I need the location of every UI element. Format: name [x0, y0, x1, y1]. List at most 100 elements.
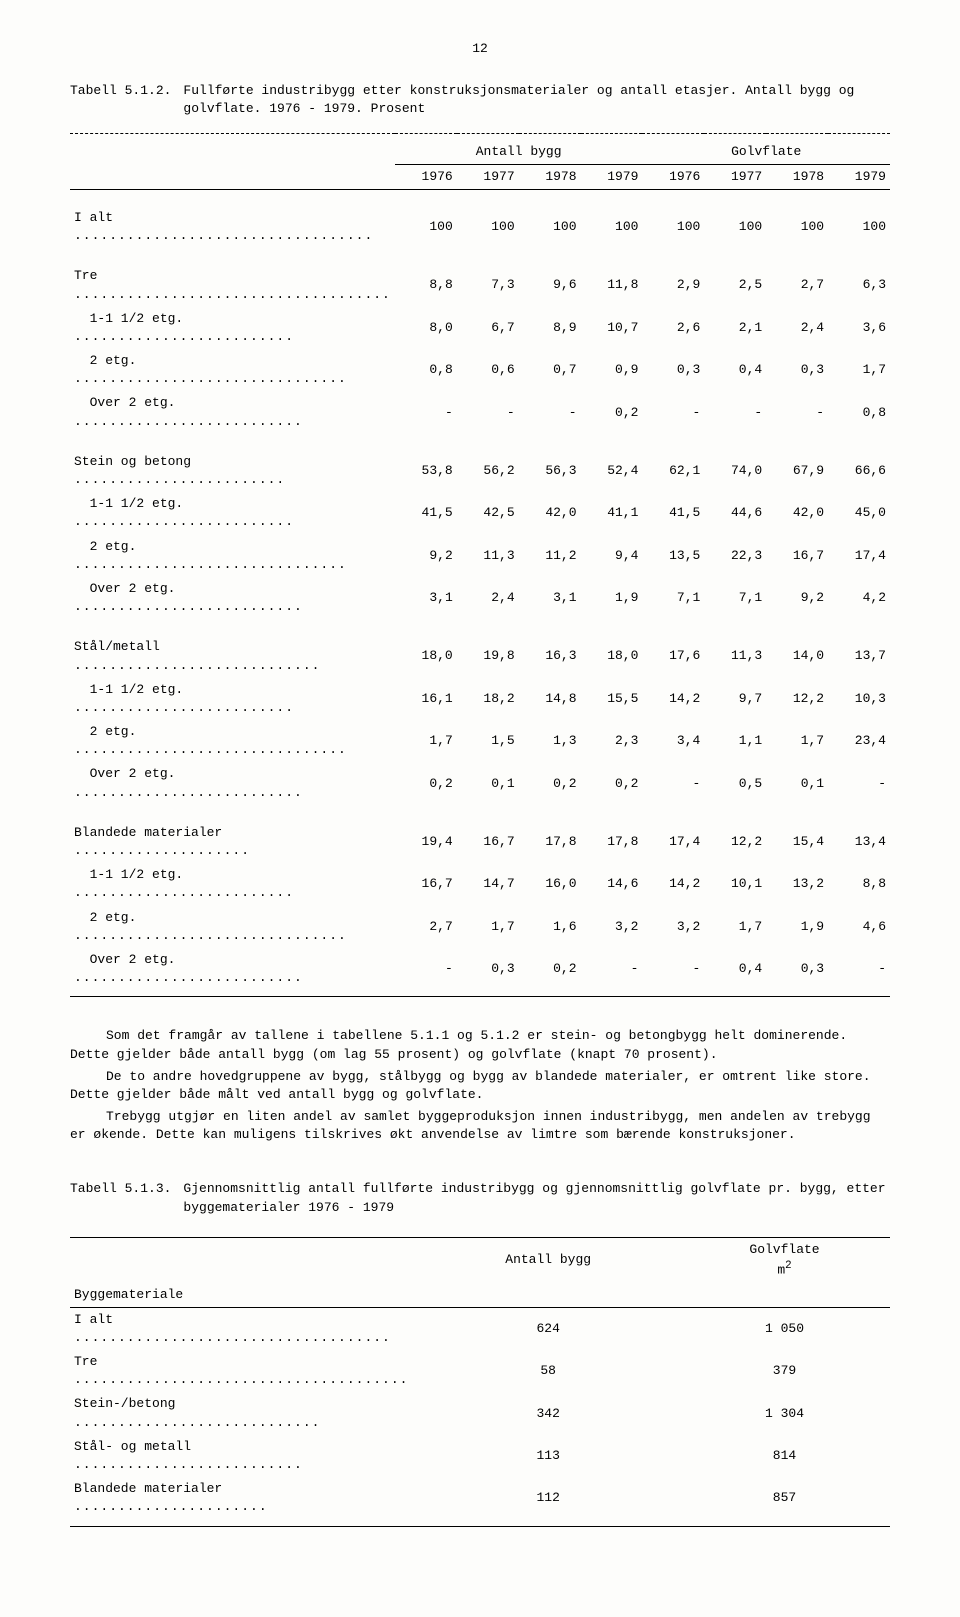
cell: - — [581, 948, 643, 990]
cell: 17,8 — [519, 821, 581, 863]
table-row: 1-1 1/2 etg. ......................... 16… — [70, 863, 890, 905]
row-label: Over 2 etg. .......................... — [70, 948, 395, 990]
cell: 45,0 — [828, 492, 890, 534]
row-label: 2 etg. ............................... — [70, 906, 395, 948]
cell: 1,6 — [519, 906, 581, 948]
cell: 16,7 — [766, 535, 828, 577]
cell: 74,0 — [704, 450, 766, 492]
row-label: Blandede materialer .................... — [70, 821, 395, 863]
cell: 9,7 — [704, 678, 766, 720]
cell: 113 — [417, 1435, 679, 1477]
cell: 42,5 — [457, 492, 519, 534]
cell: 9,6 — [519, 264, 581, 306]
col-header-golvflate: Golvflatem2 — [679, 1237, 890, 1282]
cell: 44,6 — [704, 492, 766, 534]
row-label: I alt .................................. — [70, 206, 395, 248]
table-row: 2 etg. ...............................2,… — [70, 906, 890, 948]
cell: 15,5 — [581, 678, 643, 720]
cell: 11,2 — [519, 535, 581, 577]
row-label: Stål/metall ............................ — [70, 635, 395, 677]
cell: 100 — [457, 206, 519, 248]
row-label: Stein-/betong ..........................… — [70, 1392, 417, 1434]
cell: 0,2 — [395, 762, 457, 804]
row-label: 2 etg. ............................... — [70, 535, 395, 577]
cell: 100 — [581, 206, 643, 248]
cell: 2,4 — [457, 577, 519, 619]
col-group-antall-bygg: Antall bygg — [395, 140, 643, 165]
cell: 23,4 — [828, 720, 890, 762]
year-header: 1976 — [642, 164, 704, 189]
cell: 16,0 — [519, 863, 581, 905]
cell: 1 304 — [679, 1392, 890, 1434]
table-row: Stål/metall ............................… — [70, 635, 890, 677]
cell: 3,1 — [519, 577, 581, 619]
cell: 3,2 — [642, 906, 704, 948]
cell: 1,7 — [828, 349, 890, 391]
row-label: Over 2 etg. .......................... — [70, 577, 395, 619]
table-row: Tre ....................................… — [70, 264, 890, 306]
cell: 2,1 — [704, 307, 766, 349]
table2-caption-text: Gjennomsnittlig antall fullførte industr… — [183, 1180, 890, 1216]
table-row: Over 2 etg. ..........................0,… — [70, 762, 890, 804]
year-header: 1978 — [519, 164, 581, 189]
table2: Antall byggGolvflatem2ByggematerialeI al… — [70, 1231, 890, 1527]
cell: 11,3 — [704, 635, 766, 677]
row-label: Blandede materialer ....................… — [70, 1477, 417, 1519]
table-row: Stein og betong ........................… — [70, 450, 890, 492]
cell: 1,7 — [766, 720, 828, 762]
cell: 6,3 — [828, 264, 890, 306]
cell: 7,1 — [704, 577, 766, 619]
cell: - — [395, 948, 457, 990]
row-label: 1-1 1/2 etg. ......................... — [70, 307, 395, 349]
cell: 100 — [395, 206, 457, 248]
row-label: I alt ..................................… — [70, 1307, 417, 1350]
cell: 14,2 — [642, 678, 704, 720]
cell: 16,7 — [457, 821, 519, 863]
table-row: 1-1 1/2 etg. .........................8,… — [70, 307, 890, 349]
table-row: 1-1 1/2 etg. .........................16… — [70, 678, 890, 720]
cell: 1,7 — [704, 906, 766, 948]
cell: 7,1 — [642, 577, 704, 619]
cell: 6,7 — [457, 307, 519, 349]
cell: 0,1 — [457, 762, 519, 804]
cell: 14,7 — [457, 863, 519, 905]
year-header: 1976 — [395, 164, 457, 189]
cell: 2,3 — [581, 720, 643, 762]
table-row: Stål- og metall ........................… — [70, 1435, 890, 1477]
cell: 0,8 — [395, 349, 457, 391]
cell: 9,4 — [581, 535, 643, 577]
paragraph: Som det framgår av tallene i tabellene 5… — [70, 1027, 890, 1063]
row-label: Over 2 etg. .......................... — [70, 391, 395, 433]
table1-caption: Tabell 5.1.2. Fullførte industribygg ett… — [70, 82, 890, 118]
cell: 62,1 — [642, 450, 704, 492]
cell: 16,1 — [395, 678, 457, 720]
col-group-golvflate: Golvflate — [642, 140, 890, 165]
row-label: 1-1 1/2 etg. ......................... — [70, 863, 395, 905]
cell: - — [642, 762, 704, 804]
table2-caption: Tabell 5.1.3. Gjennomsnittlig antall ful… — [70, 1180, 890, 1216]
cell: 42,0 — [766, 492, 828, 534]
cell: 14,0 — [766, 635, 828, 677]
cell: 14,8 — [519, 678, 581, 720]
cell: - — [642, 391, 704, 433]
cell: 10,1 — [704, 863, 766, 905]
cell: 19,4 — [395, 821, 457, 863]
cell: 0,3 — [766, 948, 828, 990]
table-row: 2 etg. ...............................9,… — [70, 535, 890, 577]
cell: 14,2 — [642, 863, 704, 905]
cell: 56,3 — [519, 450, 581, 492]
cell: 41,5 — [395, 492, 457, 534]
cell: 2,9 — [642, 264, 704, 306]
cell: 9,2 — [395, 535, 457, 577]
year-header: 1979 — [828, 164, 890, 189]
cell: 0,7 — [519, 349, 581, 391]
cell: 0,4 — [704, 948, 766, 990]
table-row: Tre ....................................… — [70, 1350, 890, 1392]
cell: 11,3 — [457, 535, 519, 577]
table-row: 1-1 1/2 etg. .........................41… — [70, 492, 890, 534]
cell: 1 050 — [679, 1307, 890, 1350]
row-label: Tre .................................... — [70, 264, 395, 306]
table-row: I alt ..................................… — [70, 206, 890, 248]
cell: 13,5 — [642, 535, 704, 577]
cell: 42,0 — [519, 492, 581, 534]
